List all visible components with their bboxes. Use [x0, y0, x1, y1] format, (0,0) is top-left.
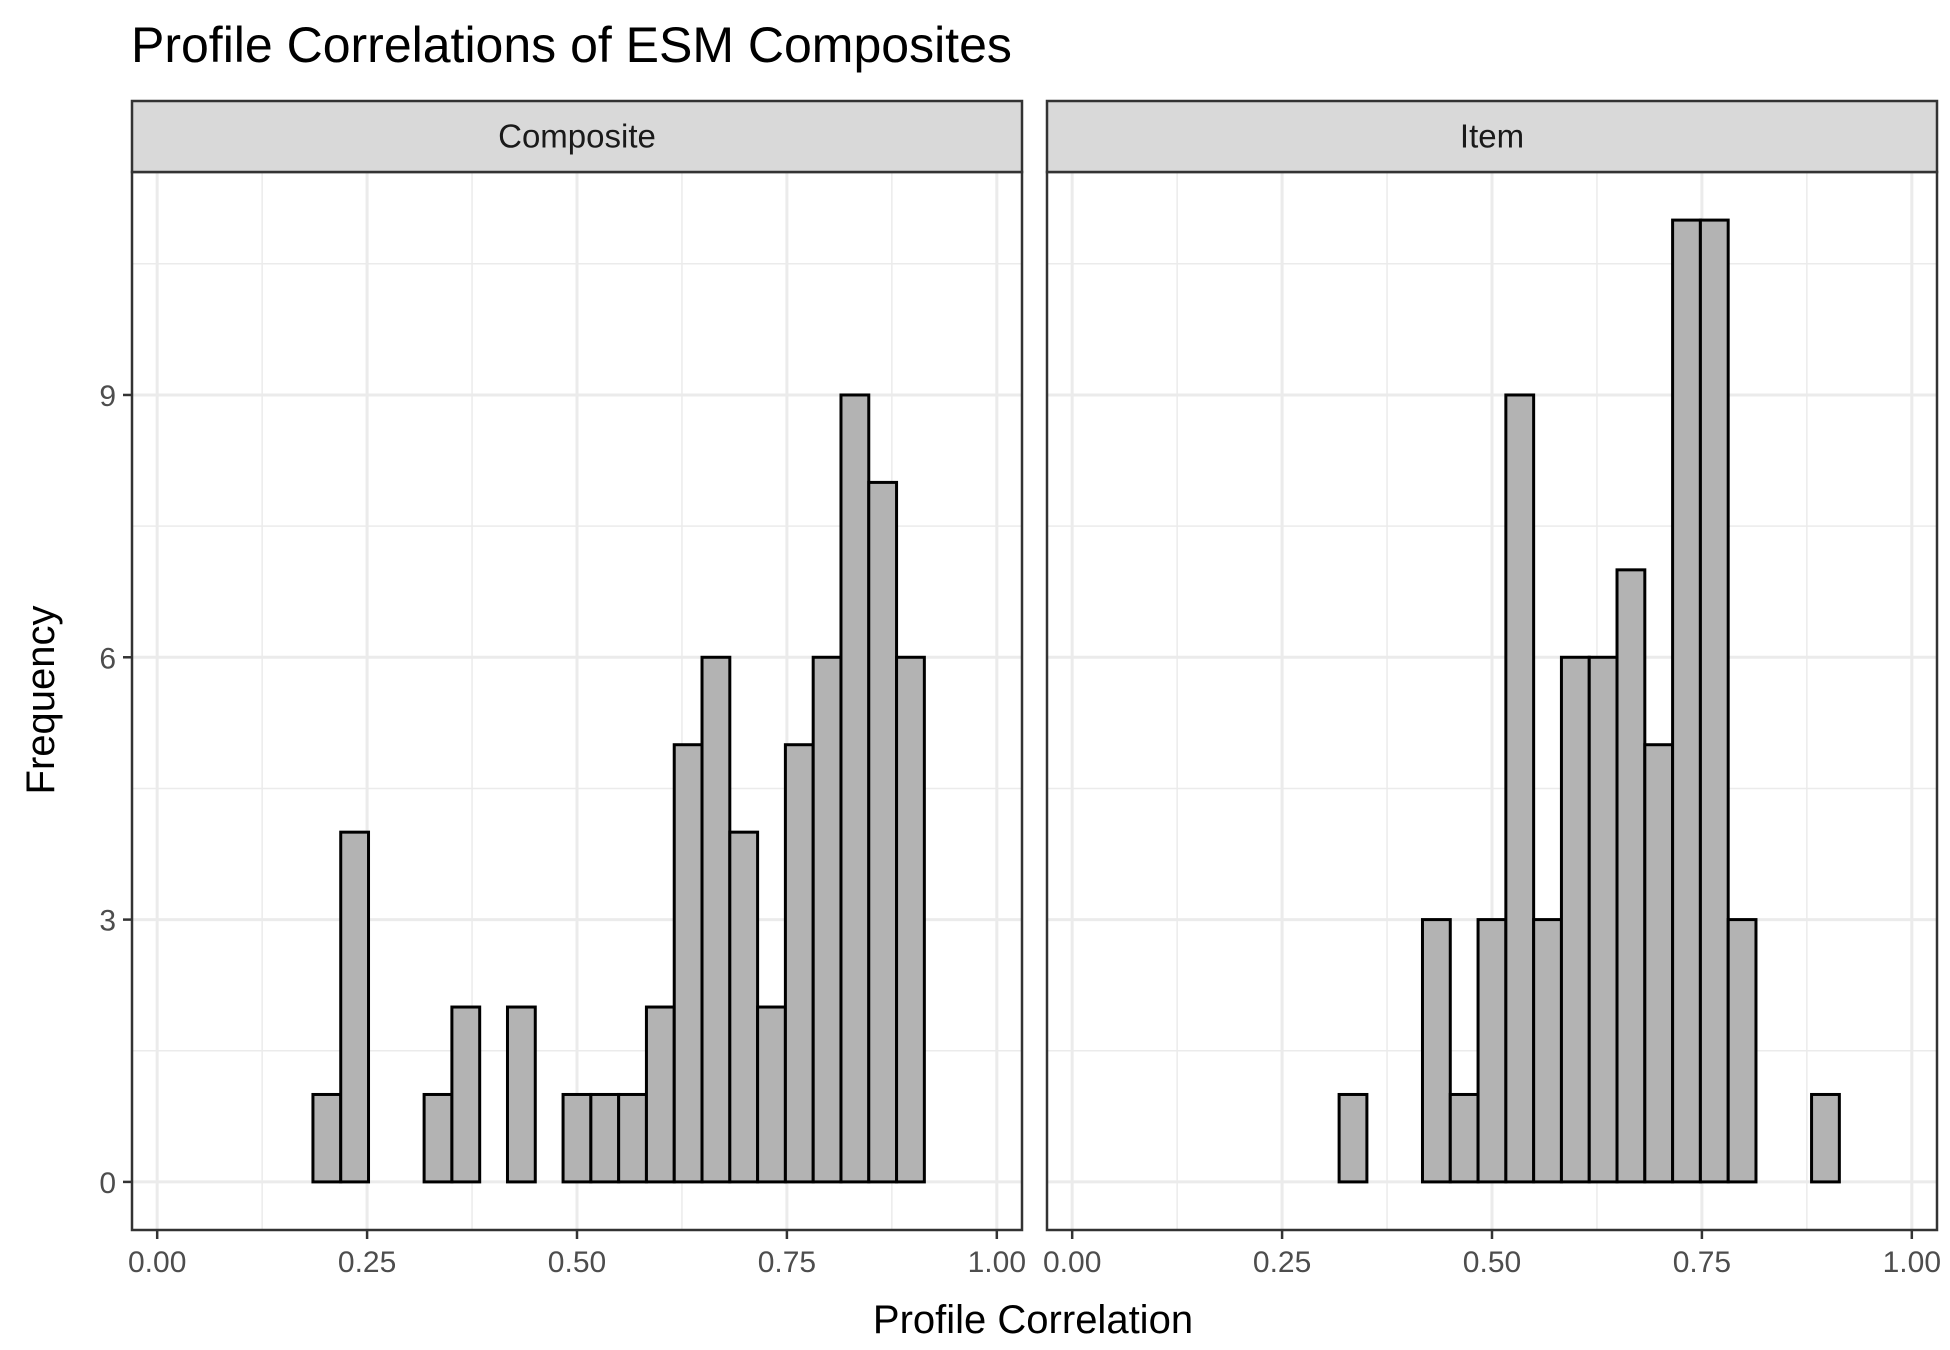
- histogram-bar: [1337, 1092, 1369, 1184]
- x-tick-label: 0.50: [548, 1246, 606, 1279]
- y-tick-label: 0: [99, 1167, 116, 1200]
- histogram-bar: [339, 830, 371, 1184]
- facet-strip: [130, 99, 1024, 174]
- histogram-bar: [839, 393, 871, 1184]
- y-tick-label: 9: [99, 380, 116, 413]
- histogram-bar: [1559, 655, 1591, 1184]
- x-tick-label: 0.25: [338, 1246, 396, 1279]
- panel-composite: Composite: [130, 99, 1024, 1232]
- histogram-bar: [783, 743, 815, 1184]
- histogram-bar: [644, 1005, 676, 1184]
- y-axis-title: Frequency: [19, 606, 63, 795]
- histogram-bar: [1504, 393, 1536, 1184]
- histogram-bar: [1643, 743, 1675, 1184]
- histogram-bar: [867, 480, 899, 1184]
- x-tick-label: 0.50: [1463, 1246, 1521, 1279]
- histogram-bar: [672, 743, 704, 1184]
- histogram-bar: [895, 655, 926, 1184]
- y-tick-label: 3: [99, 905, 116, 938]
- histogram-bar: [756, 1005, 787, 1184]
- histogram-bar: [700, 655, 732, 1184]
- panel-item: Item: [1045, 99, 1939, 1232]
- histogram-bar: [422, 1092, 454, 1184]
- x-tick-label: 1.00: [968, 1246, 1026, 1279]
- histogram-bar: [1698, 218, 1730, 1184]
- histogram-bar: [617, 1092, 648, 1184]
- x-tick-label: 0.00: [128, 1246, 186, 1279]
- histogram-bar: [1726, 918, 1758, 1184]
- y-tick-label: 6: [99, 642, 116, 675]
- x-tick-label: 0.25: [1253, 1246, 1311, 1279]
- histogram-bar: [1420, 918, 1452, 1184]
- histogram-bar: [811, 655, 843, 1184]
- facet-strip-label: Item: [1460, 118, 1524, 155]
- histogram-bar: [728, 830, 760, 1184]
- x-tick-label: 0.00: [1043, 1246, 1101, 1279]
- histogram-bar: [505, 1005, 537, 1184]
- facet-strip-label: Composite: [498, 118, 656, 155]
- histogram-bar: [1671, 218, 1702, 1184]
- x-tick-label: 1.00: [1883, 1246, 1941, 1279]
- histogram-bar: [311, 1092, 343, 1184]
- histogram-bar: [1532, 918, 1563, 1184]
- histogram-bar: [1476, 918, 1508, 1184]
- x-tick-label: 0.75: [758, 1246, 816, 1279]
- x-axis-composite: 0.00 0.25 0.50 0.75 1.00: [128, 1230, 1026, 1279]
- histogram-bar: [589, 1092, 621, 1184]
- histogram-bar: [1587, 655, 1619, 1184]
- histogram-bar: [450, 1005, 482, 1184]
- x-tick-label: 0.75: [1673, 1246, 1731, 1279]
- histogram-bar: [561, 1092, 593, 1184]
- histogram-bar: [1448, 1092, 1480, 1184]
- x-axis-title: Profile Correlation: [873, 1298, 1193, 1342]
- facet-strip: [1045, 99, 1939, 174]
- histogram-bar: [1810, 1092, 1841, 1184]
- y-axis: 0 3 6 9: [99, 380, 132, 1200]
- x-axis-item: 0.00 0.25 0.50 0.75 1.00: [1043, 1230, 1941, 1279]
- histogram-bar: [1615, 568, 1647, 1184]
- chart-title: Profile Correlations of ESM Composites: [131, 17, 1012, 73]
